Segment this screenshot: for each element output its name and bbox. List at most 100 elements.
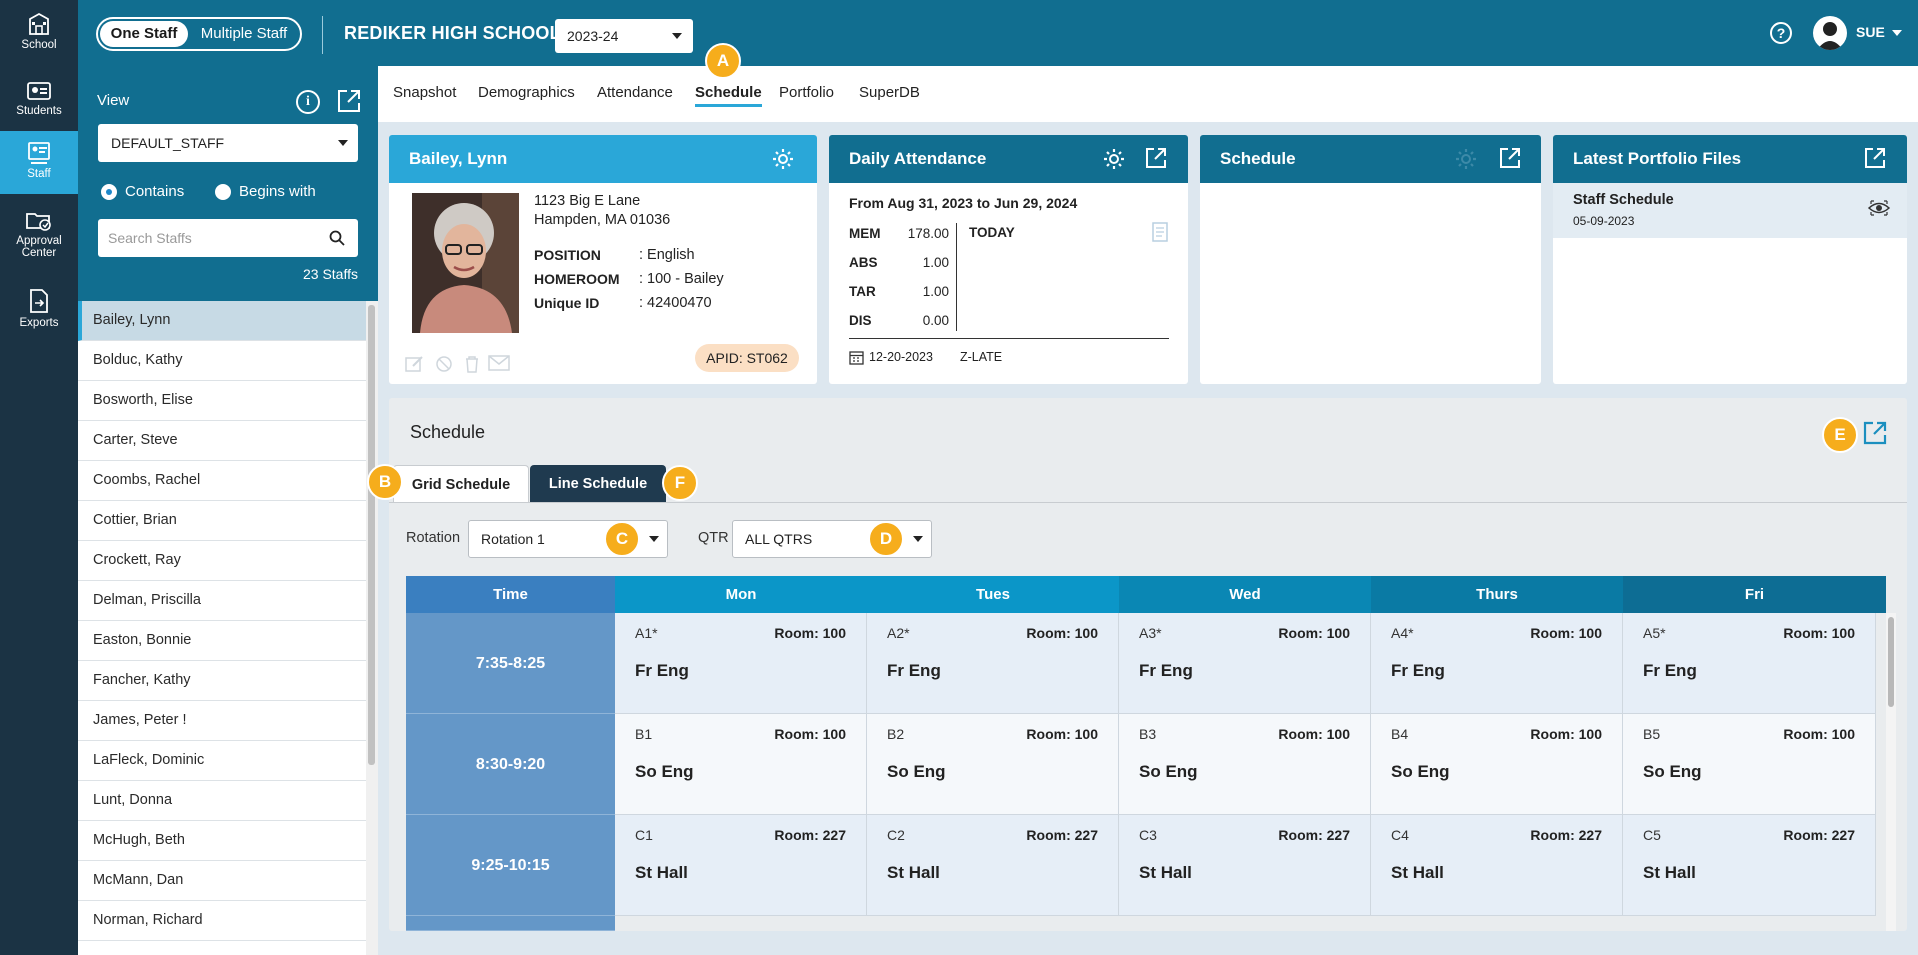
- qtr-label: QTR: [698, 530, 729, 546]
- list-item[interactable]: Bolduc, Kathy: [78, 341, 378, 381]
- attendance-code: Z-LATE: [960, 350, 1003, 364]
- avatar[interactable]: [1813, 16, 1847, 50]
- tab-snapshot[interactable]: Snapshot: [393, 84, 457, 101]
- staff-list-scrollbar[interactable]: [366, 301, 378, 955]
- room-label: Room: 100: [1026, 726, 1098, 742]
- period-code: A1*: [635, 625, 658, 641]
- info-icon[interactable]: i: [296, 90, 320, 114]
- gear-icon[interactable]: [771, 147, 795, 171]
- portfolio-file-row[interactable]: Staff Schedule 05-09-2023: [1553, 183, 1907, 238]
- list-item[interactable]: Lunt, Donna: [78, 781, 378, 821]
- nav-item-school[interactable]: School: [0, 12, 78, 62]
- unique-id-label: Unique ID: [534, 295, 600, 311]
- schedule-cell[interactable]: C3 Room: 227 St Hall: [1119, 815, 1371, 916]
- column-header-time: Time: [406, 576, 615, 613]
- list-item[interactable]: Easton, Bonnie: [78, 621, 378, 661]
- address-line-1: 1123 Big E Lane: [534, 193, 641, 209]
- toggle-one-staff[interactable]: One Staff: [100, 21, 188, 47]
- schedule-cell[interactable]: A2* Room: 100 Fr Eng: [867, 613, 1119, 714]
- scrollbar-thumb[interactable]: [368, 305, 375, 765]
- schedule-cell[interactable]: A3* Room: 100 Fr Eng: [1119, 613, 1371, 714]
- attendance-title: Daily Attendance: [849, 149, 987, 168]
- tab-demographics[interactable]: Demographics: [478, 84, 575, 101]
- mail-icon[interactable]: [488, 355, 510, 371]
- nav-item-staff[interactable]: Staff: [0, 131, 78, 194]
- document-icon[interactable]: [1152, 222, 1168, 242]
- list-item[interactable]: Bailey, Lynn: [78, 301, 378, 341]
- schedule-cell[interactable]: A1* Room: 100 Fr Eng: [615, 613, 867, 714]
- list-item[interactable]: Coombs, Rachel: [78, 461, 378, 501]
- edit-icon[interactable]: [405, 355, 425, 373]
- callout-b: B: [367, 464, 403, 500]
- list-item[interactable]: Delman, Priscilla: [78, 581, 378, 621]
- tab-underline: [389, 502, 1907, 503]
- user-menu[interactable]: SUE: [1856, 24, 1902, 40]
- popout-icon[interactable]: [336, 88, 362, 114]
- eye-icon[interactable]: [1868, 199, 1890, 217]
- list-item[interactable]: James, Peter !: [78, 701, 378, 741]
- stat-value: 0.00: [922, 313, 949, 328]
- list-item[interactable]: LaFleck, Dominic: [78, 741, 378, 781]
- list-item[interactable]: Norman, Richard: [78, 901, 378, 941]
- schedule-cell[interactable]: C5 Room: 227 St Hall: [1623, 815, 1876, 916]
- schedule-cell[interactable]: A4* Room: 100 Fr Eng: [1371, 613, 1623, 714]
- help-icon[interactable]: ?: [1770, 22, 1792, 44]
- year-select[interactable]: 2023-24: [555, 19, 693, 53]
- list-item[interactable]: Carter, Steve: [78, 421, 378, 461]
- nav-item-students[interactable]: Students: [0, 80, 78, 130]
- toggle-multiple-staff[interactable]: Multiple Staff: [200, 25, 288, 42]
- scrollbar-thumb[interactable]: [1888, 617, 1894, 707]
- schedule-cell[interactable]: B1 Room: 100 So Eng: [615, 714, 867, 815]
- tab-grid-schedule[interactable]: Grid Schedule: [393, 465, 529, 503]
- view-select[interactable]: DEFAULT_STAFF: [98, 124, 358, 162]
- schedule-cell[interactable]: C2 Room: 227 St Hall: [867, 815, 1119, 916]
- trash-icon[interactable]: [464, 355, 480, 373]
- schedule-cell[interactable]: C1 Room: 227 St Hall: [615, 815, 867, 916]
- schedule-cell[interactable]: A5* Room: 100 Fr Eng: [1623, 613, 1876, 714]
- period-code: A4*: [1391, 625, 1414, 641]
- room-label: Room: 100: [774, 625, 846, 641]
- nav-item-approval-center[interactable]: Approval Center: [0, 208, 78, 266]
- nav-item-exports[interactable]: Exports: [0, 288, 78, 338]
- schedule-cell[interactable]: B3 Room: 100 So Eng: [1119, 714, 1371, 815]
- list-item[interactable]: Cottier, Brian: [78, 501, 378, 541]
- list-item[interactable]: McHugh, Beth: [78, 821, 378, 861]
- search-icon[interactable]: [329, 230, 345, 246]
- stat-key: TAR: [849, 284, 876, 299]
- popout-icon[interactable]: [1499, 147, 1521, 169]
- tab-line-schedule[interactable]: Line Schedule: [530, 465, 666, 503]
- popout-icon[interactable]: [1145, 147, 1167, 169]
- search-input[interactable]: [98, 219, 318, 257]
- tab-portfolio[interactable]: Portfolio: [779, 84, 835, 101]
- list-item[interactable]: McMann, Dan: [78, 861, 378, 901]
- schedule-cell[interactable]: C4 Room: 227 St Hall: [1371, 815, 1623, 916]
- course-name: St Hall: [1643, 863, 1696, 882]
- staff-icon: [28, 142, 50, 164]
- tab-superdb[interactable]: SuperDB: [859, 84, 920, 101]
- schedule-scrollbar[interactable]: [1886, 613, 1896, 931]
- tab-bar: Snapshot Demographics Attendance Schedul…: [378, 66, 1918, 122]
- callout-e: E: [1822, 417, 1858, 453]
- schedule-cell[interactable]: B2 Room: 100 So Eng: [867, 714, 1119, 815]
- list-item[interactable]: Crockett, Ray: [78, 541, 378, 581]
- popout-icon[interactable]: [1864, 147, 1886, 169]
- tab-attendance[interactable]: Attendance: [597, 84, 673, 101]
- schedule-cell[interactable]: B5 Room: 100 So Eng: [1623, 714, 1876, 815]
- period-code: B3: [1139, 726, 1157, 742]
- unique-id-value: : 42400470: [639, 295, 712, 311]
- schedule-cell[interactable]: B4 Room: 100 So Eng: [1371, 714, 1623, 815]
- view-select-value: DEFAULT_STAFF: [111, 135, 225, 151]
- block-icon[interactable]: [435, 355, 453, 373]
- popout-icon[interactable]: [1862, 420, 1888, 446]
- staff-search: [98, 219, 358, 257]
- room-label: Room: 100: [1783, 726, 1855, 742]
- gear-icon[interactable]: [1102, 147, 1126, 171]
- period-code: C1: [635, 827, 653, 843]
- schedule-card: Schedule: [1200, 135, 1541, 384]
- list-item[interactable]: Fancher, Kathy: [78, 661, 378, 701]
- staff-mode-toggle[interactable]: One Staff Multiple Staff: [96, 17, 302, 51]
- tab-schedule[interactable]: Schedule: [695, 84, 762, 107]
- time-cell: 7:35-8:25: [406, 613, 615, 714]
- list-item[interactable]: Bosworth, Elise: [78, 381, 378, 421]
